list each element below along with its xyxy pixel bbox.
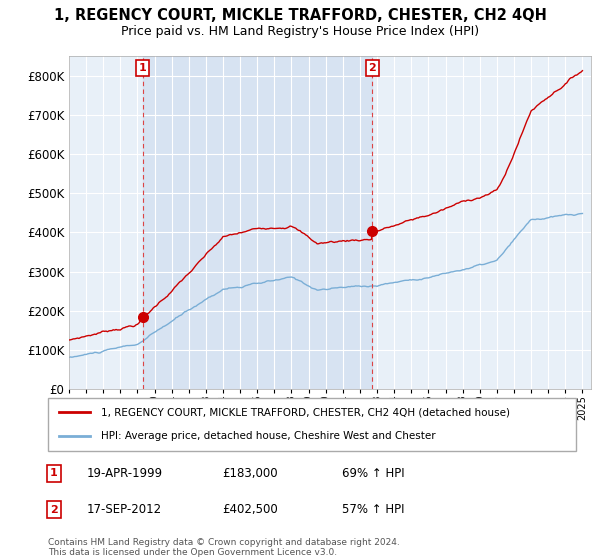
- FancyBboxPatch shape: [48, 398, 576, 451]
- Text: 69% ↑ HPI: 69% ↑ HPI: [342, 466, 404, 480]
- Text: £402,500: £402,500: [222, 503, 278, 516]
- Text: Contains HM Land Registry data © Crown copyright and database right 2024.
This d: Contains HM Land Registry data © Crown c…: [48, 538, 400, 557]
- Text: 19-APR-1999: 19-APR-1999: [87, 466, 163, 480]
- Text: 57% ↑ HPI: 57% ↑ HPI: [342, 503, 404, 516]
- Text: 1: 1: [50, 468, 58, 478]
- Text: Price paid vs. HM Land Registry's House Price Index (HPI): Price paid vs. HM Land Registry's House …: [121, 25, 479, 38]
- Text: 2: 2: [50, 505, 58, 515]
- Text: £183,000: £183,000: [222, 466, 278, 480]
- Text: HPI: Average price, detached house, Cheshire West and Chester: HPI: Average price, detached house, Ches…: [101, 431, 436, 441]
- Text: 2: 2: [368, 63, 376, 73]
- Text: 1: 1: [139, 63, 146, 73]
- Bar: [143, 56, 372, 389]
- Text: 1, REGENCY COURT, MICKLE TRAFFORD, CHESTER, CH2 4QH (detached house): 1, REGENCY COURT, MICKLE TRAFFORD, CHEST…: [101, 408, 510, 418]
- Text: 1, REGENCY COURT, MICKLE TRAFFORD, CHESTER, CH2 4QH: 1, REGENCY COURT, MICKLE TRAFFORD, CHEST…: [53, 8, 547, 24]
- Text: 17-SEP-2012: 17-SEP-2012: [87, 503, 162, 516]
